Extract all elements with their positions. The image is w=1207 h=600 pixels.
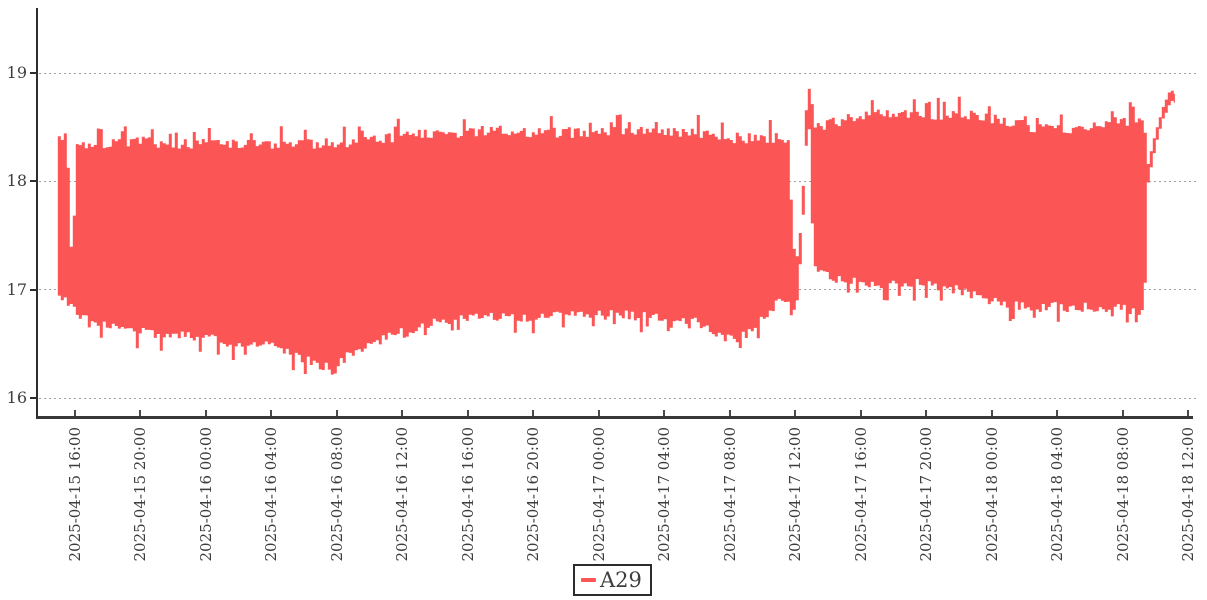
x-axis-tick [990, 410, 993, 416]
x-axis-tick [728, 410, 731, 416]
x-axis-tick [270, 410, 273, 416]
x-axis-tick [139, 410, 142, 416]
x-axis-tick [74, 410, 76, 416]
y-axis-tick-label: 16 [6, 388, 27, 407]
y-gridline [39, 397, 1196, 399]
y-gridline [39, 72, 1196, 74]
legend-item-a29[interactable]: A29 [573, 564, 652, 596]
y-axis-tick [30, 288, 37, 291]
x-axis-tick [335, 410, 338, 416]
x-axis-line [37, 416, 1193, 419]
x-axis-tick [1186, 410, 1189, 416]
y-axis-tick-label: 19 [6, 63, 27, 82]
y-axis-tick-label: 18 [6, 171, 27, 191]
x-axis-tick [532, 410, 535, 416]
x-axis-tick [859, 410, 862, 416]
y-axis-line [36, 8, 38, 419]
legend-item-label: A29 [600, 567, 642, 592]
legend-line-marker-icon [581, 578, 596, 582]
series-a29-area [57, 88, 1175, 375]
x-axis-tick [401, 410, 404, 416]
x-axis-tick [204, 410, 207, 416]
y-axis-tick [30, 397, 37, 399]
x-axis-tick [925, 410, 928, 416]
x-axis-tick [1056, 410, 1059, 416]
x-axis-tick [663, 410, 666, 416]
x-axis-tick [466, 410, 469, 416]
x-axis-tick [597, 410, 600, 416]
legend: A29 [573, 564, 652, 596]
y-axis-tick [30, 72, 37, 74]
x-axis-tick [794, 410, 797, 416]
x-axis-tick [1121, 410, 1124, 416]
y-axis-tick [30, 180, 37, 183]
y-axis-tick-label: 17 [6, 279, 27, 299]
